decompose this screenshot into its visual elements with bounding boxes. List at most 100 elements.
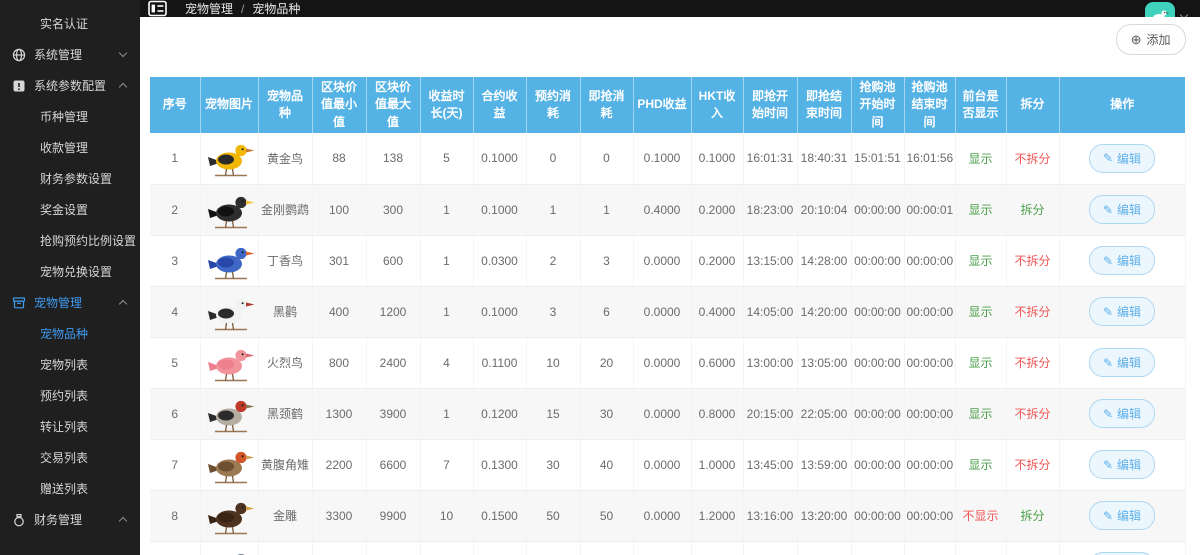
cell-no: 9 [150, 541, 201, 555]
cell-contract: 0.1000 [473, 286, 527, 338]
cell-pool_end: 00:00:00 [904, 235, 956, 287]
edit-button[interactable]: ✎编辑 [1088, 348, 1156, 378]
cell-contract: 0.1500 [473, 490, 527, 542]
sidebar-item-label: 系统参数配置 [34, 79, 107, 93]
edit-button[interactable]: ✎编辑 [1088, 501, 1156, 531]
action-cell: ✎编辑 [1059, 133, 1186, 185]
cell-grab_start: 09:41:00 [743, 541, 798, 555]
chevron-up-icon [118, 299, 128, 309]
edit-button[interactable]: ✎编辑 [1088, 399, 1156, 429]
action-cell: ✎编辑 [1059, 235, 1186, 287]
sidebar-item-13[interactable]: 转让列表 [0, 411, 140, 442]
cell-days: 4 [420, 337, 474, 389]
cell-pool_end: 20:16:00 [904, 541, 956, 555]
table-row: 3 丁香鸟 301 600 1 0.0300 2 3 0.0000 0.2000 13:15:00 1… [150, 235, 1186, 287]
sidebar-item-3[interactable]: 币种管理 [0, 101, 140, 132]
edit-button[interactable]: ✎编辑 [1088, 195, 1156, 225]
split-status: 拆分 [1006, 490, 1060, 542]
sidebar-item-0[interactable]: 实名认证 [0, 8, 140, 39]
cell-max: 6600 [366, 439, 421, 491]
edit-button-label: 编辑 [1117, 203, 1142, 218]
sidebar-item-15[interactable]: 赠送列表 [0, 473, 140, 504]
cell-no: 1 [150, 133, 201, 185]
sidebar-item-16[interactable]: 财务管理 [0, 504, 140, 535]
cell-phd: 0.1000 [633, 133, 692, 185]
cell-name: 黑鹳 [258, 286, 313, 338]
cell-grab_start: 13:45:00 [743, 439, 798, 491]
cell-no: 7 [150, 439, 201, 491]
cell-pool_start: 00:00:00 [851, 388, 905, 440]
split-status: 拆分 [1006, 541, 1060, 555]
cell-reserve: 10 [526, 337, 581, 389]
show-status: 显示 [955, 133, 1007, 185]
cell-min: 3300 [312, 490, 367, 542]
sidebar-item-label: 宠物兑换设置 [40, 265, 113, 279]
pencil-icon: ✎ [1102, 151, 1114, 166]
cell-name: 丁香鸟 [258, 235, 313, 287]
cell-grab_start: 13:15:00 [743, 235, 798, 287]
col-header-4: 区块价值最大值 [366, 77, 421, 134]
sidebar-item-9[interactable]: 宠物管理 [0, 287, 140, 318]
goldfinch-bird-image [200, 133, 259, 185]
cell-contract: 0.1300 [473, 439, 527, 491]
cell-hkt: 2.0000 [691, 541, 744, 555]
pheasant-bird-image [200, 541, 259, 555]
edit-button[interactable]: ✎编辑 [1088, 297, 1156, 327]
edit-button-label: 编辑 [1117, 254, 1142, 269]
table-row: 9 褐马鸡2501600070.150015300.00002.000009:41… [150, 541, 1186, 555]
cell-max: 9900 [366, 490, 421, 542]
cell-grab_start: 18:23:00 [743, 184, 798, 236]
sidebar-item-12[interactable]: 预约列表 [0, 380, 140, 411]
table-row: 1 黄金鸟 88 138 5 0.1000 0 0 0.1000 0.1000 16:01:31 18… [150, 133, 1186, 185]
flamingo-bird-image [200, 337, 259, 389]
pencil-icon: ✎ [1102, 406, 1114, 421]
sidebar-item-label: 系统管理 [34, 48, 83, 62]
col-header-8: 即抢消耗 [580, 77, 634, 134]
col-header-6: 合约收益 [473, 77, 527, 134]
cell-phd: 0.0000 [633, 388, 692, 440]
col-header-15: 前台是否显示 [955, 77, 1007, 134]
cell-pool_end: 00:00:00 [904, 337, 956, 389]
table-header-row: 序号 宠物图片 宠物品种 区块价值最小值 区块价值最大值 收益时长(天) 合约收益 预约消耗即… [150, 77, 1185, 134]
pet-box-icon [12, 296, 26, 310]
breadcrumb-section[interactable]: 宠物管理 [185, 2, 234, 16]
show-status: 显示 [955, 235, 1007, 287]
sidebar-item-6[interactable]: 奖金设置 [0, 194, 140, 225]
plus-circle-icon: ⊕ [1130, 32, 1142, 47]
cell-grab_end: 20:10:04 [797, 184, 852, 236]
cell-phd: 0.0000 [633, 439, 692, 491]
collapse-menu-icon[interactable] [148, 0, 167, 17]
cell-days: 1 [420, 388, 474, 440]
pencil-icon: ✎ [1102, 253, 1114, 268]
sidebar-item-label: 赠送列表 [40, 482, 89, 496]
edit-button[interactable]: ✎编辑 [1088, 246, 1156, 276]
edit-button[interactable]: ✎编辑 [1088, 450, 1156, 480]
cell-days: 7 [420, 439, 474, 491]
edit-button[interactable]: ✎编辑 [1088, 143, 1156, 173]
sidebar-item-label: 实名认证 [40, 17, 89, 31]
cell-grab: 30 [580, 541, 634, 555]
breadcrumb: 宠物管理 / 宠物品种 [185, 0, 300, 17]
cell-min: 2501 [312, 541, 367, 555]
cell-reserve: 1 [526, 184, 581, 236]
cell-min: 400 [312, 286, 367, 338]
pencil-icon: ✎ [1102, 508, 1114, 523]
add-button[interactable]: ⊕ 添加 [1115, 24, 1186, 55]
sidebar-item-10[interactable]: 宠物品种 [0, 318, 140, 349]
sidebar-item-11[interactable]: 宠物列表 [0, 349, 140, 380]
cell-reserve: 15 [526, 541, 581, 555]
sidebar-item-7[interactable]: 抢购预约比例设置 [0, 225, 140, 256]
cell-max: 1200 [366, 286, 421, 338]
cell-min: 800 [312, 337, 367, 389]
cell-pool_start: 15:01:51 [851, 133, 905, 185]
cell-reserve: 3 [526, 286, 581, 338]
sidebar-item-2[interactable]: 系统参数配置 [0, 70, 140, 101]
sidebar-item-1[interactable]: 系统管理 [0, 39, 140, 70]
cell-grab: 1 [580, 184, 634, 236]
sidebar-item-5[interactable]: 财务参数设置 [0, 163, 140, 194]
sidebar-item-4[interactable]: 收款管理 [0, 132, 140, 163]
sidebar-item-8[interactable]: 宠物兑换设置 [0, 256, 140, 287]
show-status: 显示 [955, 439, 1007, 491]
cell-name: 火烈鸟 [258, 337, 313, 389]
sidebar-item-14[interactable]: 交易列表 [0, 442, 140, 473]
